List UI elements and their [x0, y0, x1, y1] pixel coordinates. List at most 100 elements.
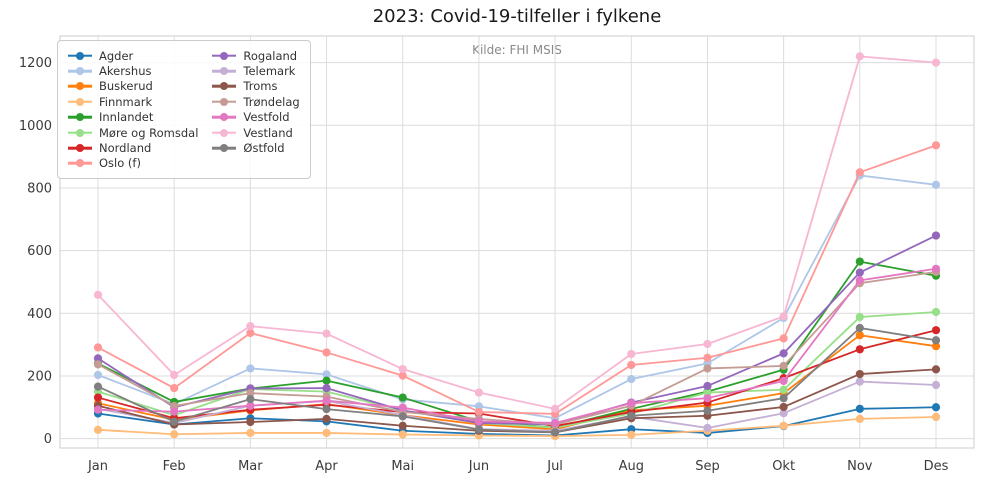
- legend-item-rogaland: Rogaland: [212, 48, 299, 63]
- series-point-vestfold: [931, 264, 941, 273]
- series-point-finnmark: [931, 412, 941, 422]
- series-point-vestland: [474, 388, 484, 397]
- legend-item-nordland: Nordland: [68, 140, 198, 155]
- series-point-akershus: [931, 180, 941, 189]
- legend-line-marker-icon: [68, 66, 92, 76]
- series-point-vestland: [779, 312, 788, 321]
- legend: Agder Akershus Buskerud Finnmark Innlandet Mø…: [57, 40, 311, 180]
- series-point-vestfold: [779, 376, 788, 386]
- y-tick-label: 800: [27, 181, 52, 196]
- x-tick-label: Jan: [87, 459, 108, 474]
- series-point-tr-ndelag: [779, 361, 788, 371]
- series-point-troms: [779, 402, 788, 412]
- series-point-nordland: [855, 345, 864, 354]
- legend-item-vestland: Vestland: [212, 125, 299, 140]
- legend-line-marker-icon: [68, 128, 92, 138]
- legend-line-marker-icon: [212, 97, 237, 107]
- series-point-buskerud: [931, 342, 941, 351]
- legend-line-marker-icon: [212, 143, 237, 153]
- series-point-vestland: [627, 349, 636, 359]
- series-point-vestland: [855, 52, 864, 61]
- x-tick-label: Sep: [695, 459, 720, 474]
- legend-item-oslo-f: Oslo (f): [68, 156, 198, 171]
- series-point-stfold: [322, 405, 331, 414]
- legend-label: Telemark: [243, 64, 296, 79]
- legend-label: Buskerud: [99, 79, 153, 94]
- series-point-oslo-f: [627, 360, 636, 370]
- series-point-troms: [398, 421, 407, 430]
- y-tick-label: 1200: [19, 56, 52, 71]
- series-line-oslo-f: [97, 144, 937, 415]
- legend-label: Finnmark: [99, 94, 153, 109]
- legend-item-akershus: Akershus: [68, 63, 198, 78]
- series-point-stfold: [627, 411, 636, 420]
- series-point-stfold: [703, 406, 712, 415]
- series-point-akershus: [322, 370, 331, 379]
- series-point-oslo-f: [931, 141, 941, 150]
- series-point-akershus: [246, 364, 255, 373]
- series-point-m-re-og-romsdal: [855, 312, 864, 322]
- series-line-agder: [97, 406, 937, 437]
- legend-label: Innlandet: [99, 110, 154, 125]
- legend-line-marker-icon: [212, 51, 237, 61]
- series-point-rogaland: [931, 231, 941, 240]
- series-point-vestland: [93, 290, 103, 299]
- legend-line-marker-icon: [68, 158, 92, 168]
- legend-label: Oslo (f): [99, 156, 141, 171]
- series-point-tr-ndelag: [170, 401, 179, 411]
- series-point-oslo-f: [322, 348, 331, 357]
- series-point-tr-ndelag: [93, 360, 103, 369]
- series-point-oslo-f: [779, 334, 788, 343]
- legend-label: Troms: [243, 79, 278, 94]
- legend-item-tr-ndelag: Trøndelag: [212, 94, 300, 109]
- series-point-oslo-f: [474, 407, 484, 417]
- series-point-troms: [246, 417, 255, 427]
- series-line-stfold: [97, 327, 937, 434]
- series-point-stfold: [246, 395, 255, 404]
- series-line-m-re-og-romsdal: [97, 311, 937, 429]
- series-point-innlandet: [398, 393, 407, 402]
- legend-line-marker-icon: [68, 81, 92, 91]
- series-line-rogaland: [97, 234, 937, 426]
- series-point-nordland: [931, 326, 941, 335]
- legend-item-vestfold: Vestfold: [212, 110, 299, 125]
- series-point-oslo-f: [246, 328, 255, 338]
- series-line-telemark: [97, 380, 937, 432]
- series-point-vestfold: [93, 405, 103, 414]
- series-point-stfold: [398, 412, 407, 421]
- legend-label: Trøndelag: [243, 94, 300, 109]
- series-point-stfold: [550, 428, 560, 437]
- series-point-stfold: [93, 382, 103, 391]
- y-tick-label: 200: [27, 369, 52, 384]
- legend-label: Vestland: [243, 125, 293, 140]
- series-point-oslo-f: [398, 371, 407, 380]
- series-point-agder: [931, 403, 941, 412]
- x-tick-label: Jul: [546, 459, 563, 474]
- x-tick-label: Des: [924, 459, 949, 474]
- legend-column: Rogaland Telemark Troms Trøndelag Vestfold Ve…: [212, 48, 300, 171]
- plot-frame: [59, 35, 975, 449]
- series-point-troms: [322, 414, 331, 423]
- series-point-finnmark: [855, 414, 864, 423]
- legend-line-marker-icon: [212, 66, 237, 76]
- series-point-m-re-og-romsdal: [703, 388, 712, 397]
- legend-item-finnmark: Finnmark: [68, 94, 198, 109]
- legend-line-marker-icon: [68, 112, 92, 122]
- series-point-vestland: [550, 404, 560, 413]
- series-point-buskerud: [855, 331, 864, 340]
- series-point-vestfold: [170, 407, 179, 416]
- x-tick-label: Nov: [847, 459, 873, 474]
- legend-label: Nordland: [99, 141, 152, 156]
- series-point-rogaland: [703, 381, 712, 391]
- x-tick-label: Jun: [468, 459, 489, 474]
- legend-line-marker-icon: [212, 128, 237, 138]
- series-point-tr-ndelag: [246, 389, 255, 398]
- chart-title: 2023: Covid-19-tilfeller i fylkene: [372, 6, 662, 27]
- series-point-telemark: [931, 380, 941, 390]
- series-point-m-re-og-romsdal: [779, 385, 788, 394]
- series-point-vestland: [322, 329, 331, 338]
- series-point-vestfold: [855, 276, 864, 285]
- series-point-stfold: [474, 425, 484, 434]
- series-point-agder: [627, 425, 636, 434]
